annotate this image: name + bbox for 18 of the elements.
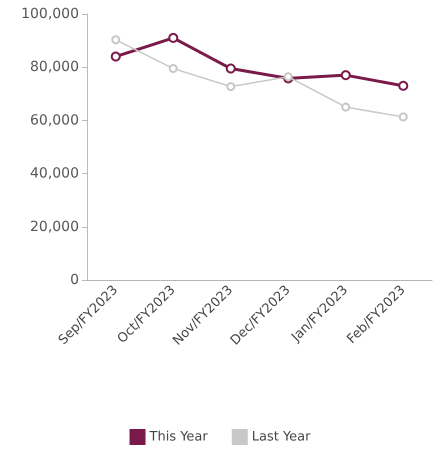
y-tick-label: 40,000 xyxy=(30,166,79,182)
y-tick-label: 0 xyxy=(70,272,79,288)
point xyxy=(398,112,408,122)
point xyxy=(341,102,350,112)
point xyxy=(110,52,121,62)
y-tick-label: 60,000 xyxy=(30,112,79,128)
point xyxy=(340,70,351,80)
legend-label: This Year xyxy=(148,430,208,444)
point xyxy=(111,35,120,44)
y-tick-label: 100,000 xyxy=(21,6,79,22)
legend-label: Last Year xyxy=(252,430,312,444)
y-tick-label: 20,000 xyxy=(30,218,79,235)
point xyxy=(168,64,178,74)
point xyxy=(226,82,236,92)
y-tick-label: 80,000 xyxy=(30,59,79,76)
point xyxy=(168,32,178,43)
point xyxy=(398,80,408,91)
point xyxy=(226,64,236,74)
